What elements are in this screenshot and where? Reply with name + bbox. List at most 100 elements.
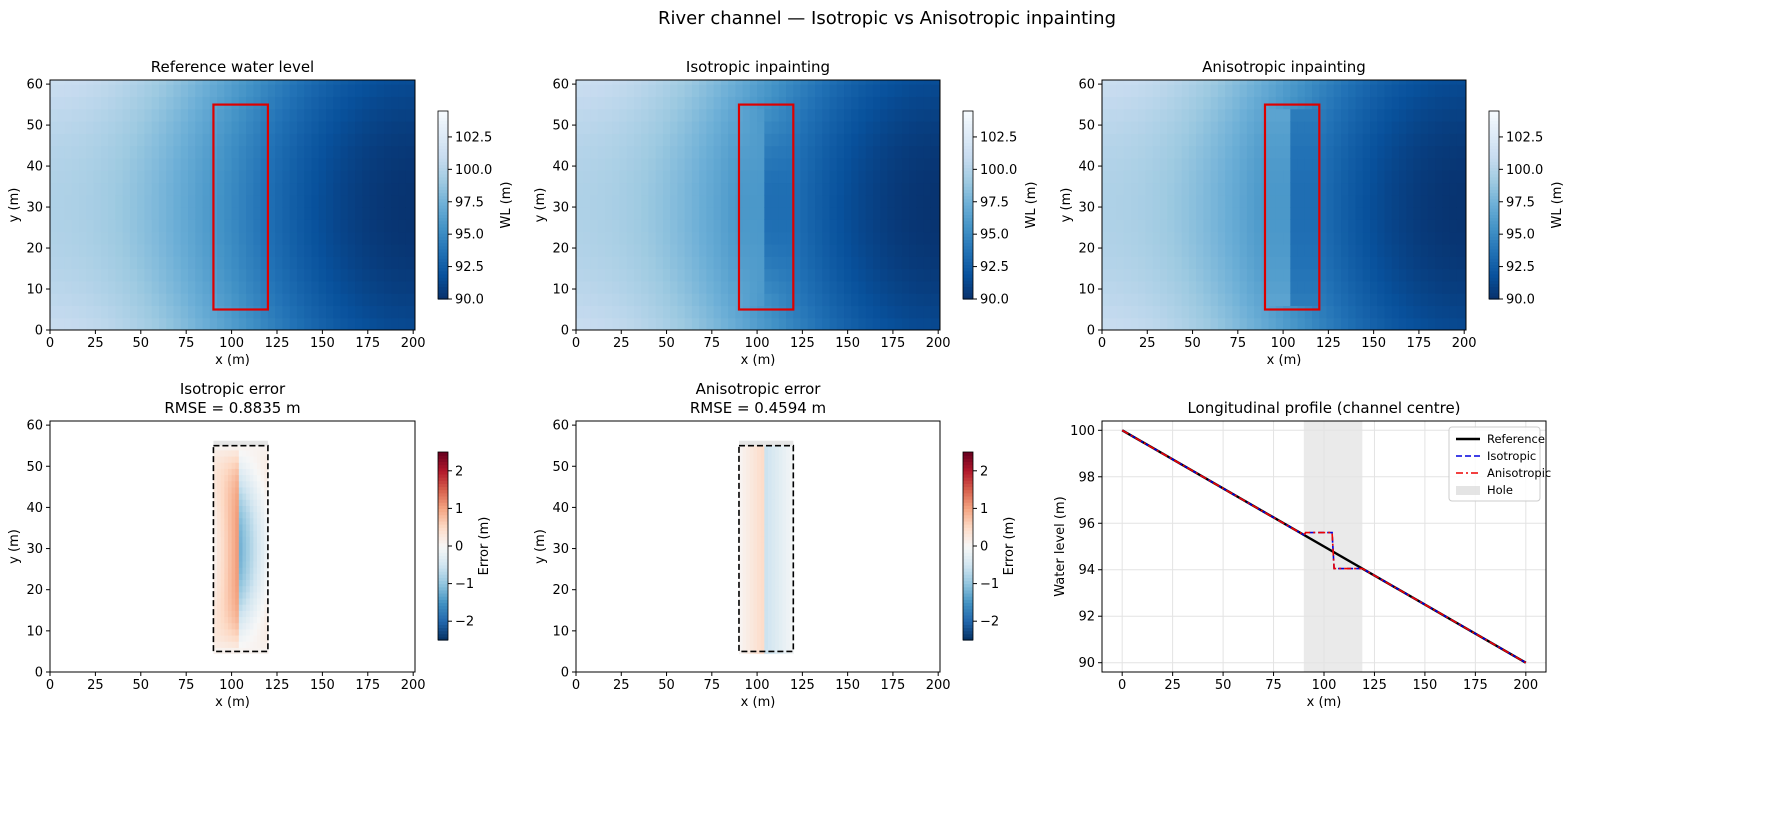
- heatmap-cell: [1246, 293, 1255, 307]
- heatmap-cell: [257, 480, 262, 488]
- heatmap-cell: [242, 449, 247, 457]
- heatmap-cell: [786, 108, 794, 122]
- x-tick-label: 0: [1118, 678, 1126, 693]
- heatmap-cell: [851, 293, 860, 307]
- heatmap-cell: [246, 548, 251, 556]
- heatmap-cell: [253, 622, 258, 630]
- heatmap-cell: [767, 486, 773, 494]
- heatmap-cell: [782, 517, 787, 525]
- heatmap-cell: [738, 641, 744, 648]
- y-tick-label: 100: [1070, 424, 1095, 439]
- colorbar-cell: [963, 608, 973, 613]
- heatmap-cell: [405, 157, 414, 171]
- x-tick-label: 75: [1265, 678, 1282, 693]
- heatmap-cell: [260, 443, 265, 451]
- heatmap-cell: [398, 231, 407, 245]
- heatmap-cell: [282, 268, 291, 282]
- heatmap-cell: [767, 449, 773, 457]
- y-tick-label: 96: [1078, 517, 1095, 532]
- x-tick-label: 100: [745, 336, 770, 351]
- heatmap-cell: [901, 108, 910, 122]
- heatmap-cell: [738, 628, 744, 636]
- heatmap-cell: [815, 243, 823, 257]
- heatmap-cell: [1167, 120, 1176, 134]
- heatmap-cell: [253, 280, 262, 294]
- heatmap-cell: [93, 231, 102, 245]
- heatmap-cell: [583, 157, 592, 171]
- heatmap-cell: [249, 523, 254, 531]
- heatmap-cell: [1348, 84, 1357, 97]
- heatmap-cell: [79, 182, 87, 196]
- heatmap-cell: [590, 256, 599, 270]
- heatmap-cell: [188, 120, 196, 134]
- heatmap-cell: [1167, 145, 1176, 159]
- heatmap-cell: [318, 108, 327, 122]
- heatmap-cell: [746, 591, 751, 599]
- heatmap-cell: [1391, 243, 1400, 257]
- x-tick-label: 200: [1452, 336, 1477, 351]
- heatmap-cell: [771, 80, 780, 85]
- heatmap-cell: [930, 108, 939, 122]
- heatmap-cell: [1406, 317, 1415, 330]
- heatmap-cell: [100, 243, 109, 257]
- colorbar-cell: [1489, 123, 1499, 128]
- heatmap-cell: [289, 243, 298, 257]
- heatmap-cell: [720, 120, 729, 134]
- heatmap-cell: [684, 80, 693, 85]
- colorbar-cell: [438, 167, 448, 172]
- heatmap-cell: [1406, 219, 1415, 233]
- heatmap-cell: [909, 120, 918, 134]
- heatmap-cell: [626, 317, 635, 330]
- heatmap-cell: [760, 585, 765, 593]
- heatmap-cell: [604, 305, 613, 319]
- heatmap-cell: [282, 108, 291, 122]
- heatmap-cell: [202, 280, 211, 294]
- heatmap-cell: [144, 108, 153, 122]
- heatmap-cell: [355, 80, 363, 85]
- heatmap-cell: [851, 243, 860, 257]
- heatmap-cell: [1435, 145, 1444, 159]
- heatmap-cell: [764, 280, 773, 294]
- heatmap-cell: [815, 231, 823, 245]
- heatmap-cell: [217, 443, 222, 451]
- heatmap-cell: [1217, 157, 1226, 171]
- heatmap-cell: [79, 120, 87, 134]
- heatmap-cell: [597, 84, 606, 97]
- heatmap-cell: [235, 455, 240, 463]
- x-tick-label: 125: [1362, 678, 1387, 693]
- heatmap-cell: [1254, 120, 1262, 134]
- heatmap-cell: [746, 616, 751, 624]
- heatmap-cell: [296, 157, 305, 171]
- heatmap-cell: [655, 219, 664, 233]
- heatmap-cell: [1123, 256, 1132, 270]
- heatmap-cell: [619, 108, 628, 122]
- heatmap-cell: [1464, 268, 1466, 282]
- heatmap-cell: [764, 554, 769, 562]
- heatmap-cell: [1290, 133, 1299, 147]
- heatmap-cell: [684, 317, 693, 330]
- heatmap-cell: [699, 194, 707, 208]
- heatmap-cell: [753, 585, 758, 593]
- heatmap-cell: [1109, 231, 1118, 245]
- heatmap-cell: [1138, 317, 1147, 330]
- heatmap-cell: [775, 462, 780, 469]
- heatmap-cell: [677, 145, 686, 159]
- heatmap-cell: [1225, 268, 1233, 282]
- heatmap-cell: [670, 280, 679, 294]
- heatmap-cell: [267, 243, 276, 257]
- heatmap-cell: [129, 207, 138, 220]
- heatmap-cell: [778, 194, 787, 208]
- heatmap-cell: [738, 517, 744, 525]
- heatmap-cell: [1377, 293, 1386, 307]
- heatmap-cell: [180, 133, 189, 147]
- heatmap-cell: [311, 256, 320, 270]
- heatmap-cell: [1268, 80, 1277, 85]
- heatmap-cell: [822, 80, 831, 85]
- colorbar-cell: [1489, 158, 1499, 162]
- heatmap-cell: [1181, 293, 1190, 307]
- colorbar-cell: [1489, 208, 1499, 212]
- heatmap-cell: [738, 567, 744, 574]
- y-tick-label: 50: [552, 119, 569, 134]
- heatmap-cell: [735, 305, 744, 319]
- heatmap-cell: [253, 317, 262, 330]
